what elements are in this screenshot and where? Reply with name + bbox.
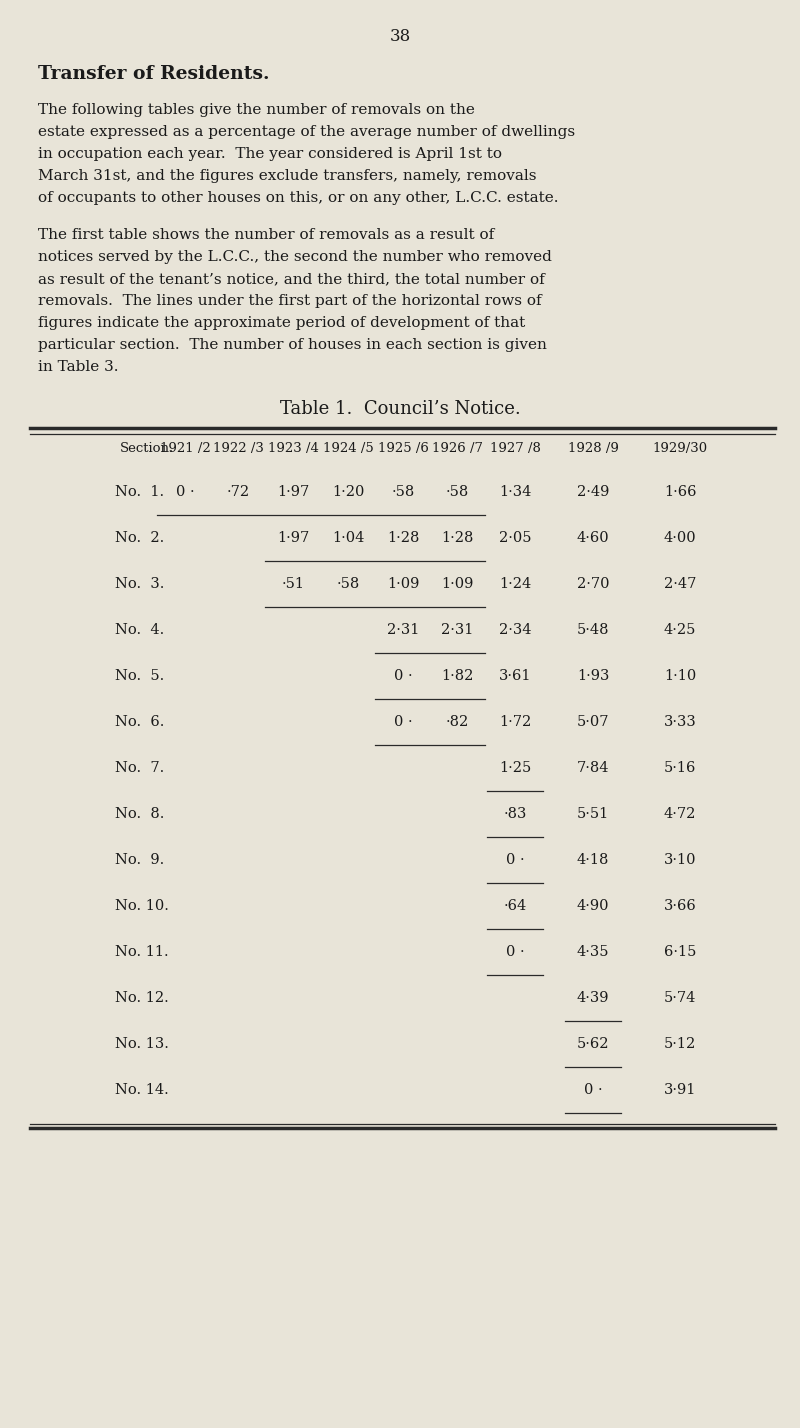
- Text: No.  4.: No. 4.: [115, 623, 164, 637]
- Text: 5·51: 5·51: [577, 807, 609, 821]
- Text: 1·09: 1·09: [387, 577, 419, 591]
- Text: 1·24: 1·24: [499, 577, 531, 591]
- Text: as result of the tenant’s notice, and the third, the total number of: as result of the tenant’s notice, and th…: [38, 271, 545, 286]
- Text: particular section.  The number of houses in each section is given: particular section. The number of houses…: [38, 338, 547, 351]
- Text: of occupants to other houses on this, or on any other, L.C.C. estate.: of occupants to other houses on this, or…: [38, 191, 558, 206]
- Text: 0 ·: 0 ·: [584, 1082, 602, 1097]
- Text: 2·70: 2·70: [577, 577, 610, 591]
- Text: ·64: ·64: [503, 900, 526, 912]
- Text: No. 12.: No. 12.: [115, 991, 169, 1005]
- Text: in Table 3.: in Table 3.: [38, 360, 118, 374]
- Text: 4·60: 4·60: [577, 531, 610, 545]
- Text: 1926 /7: 1926 /7: [431, 443, 482, 456]
- Text: 1925 /6: 1925 /6: [378, 443, 429, 456]
- Text: 1928 /9: 1928 /9: [567, 443, 618, 456]
- Text: 3·61: 3·61: [498, 668, 531, 683]
- Text: No.  1.: No. 1.: [115, 486, 164, 498]
- Text: 1·82: 1·82: [441, 668, 473, 683]
- Text: 0 ·: 0 ·: [506, 945, 524, 960]
- Text: 1·72: 1·72: [499, 715, 531, 730]
- Text: 1923 /4: 1923 /4: [267, 443, 318, 456]
- Text: Transfer of Residents.: Transfer of Residents.: [38, 66, 270, 83]
- Text: in occupation each year.  The year considered is April 1st to: in occupation each year. The year consid…: [38, 147, 502, 161]
- Text: 4·35: 4·35: [577, 945, 610, 960]
- Text: figures indicate the approximate period of development of that: figures indicate the approximate period …: [38, 316, 526, 330]
- Text: 1924 /5: 1924 /5: [322, 443, 374, 456]
- Text: Table 1.  Council’s Notice.: Table 1. Council’s Notice.: [280, 400, 520, 418]
- Text: 4·18: 4·18: [577, 853, 609, 867]
- Text: 0 ·: 0 ·: [176, 486, 194, 498]
- Text: 2·31: 2·31: [441, 623, 473, 637]
- Text: 38: 38: [390, 29, 410, 46]
- Text: 0 ·: 0 ·: [506, 853, 524, 867]
- Text: The first table shows the number of removals as a result of: The first table shows the number of remo…: [38, 228, 494, 241]
- Text: 4·90: 4·90: [577, 900, 610, 912]
- Text: 4·25: 4·25: [664, 623, 696, 637]
- Text: 7·84: 7·84: [577, 761, 610, 775]
- Text: ·51: ·51: [282, 577, 305, 591]
- Text: Section.: Section.: [120, 443, 174, 456]
- Text: No. 13.: No. 13.: [115, 1037, 169, 1051]
- Text: 1·28: 1·28: [387, 531, 419, 545]
- Text: No.  5.: No. 5.: [115, 668, 164, 683]
- Text: 3·33: 3·33: [664, 715, 696, 730]
- Text: 1·09: 1·09: [441, 577, 473, 591]
- Text: 1·25: 1·25: [499, 761, 531, 775]
- Text: 1·34: 1·34: [499, 486, 531, 498]
- Text: The following tables give the number of removals on the: The following tables give the number of …: [38, 103, 475, 117]
- Text: 1·97: 1·97: [277, 486, 309, 498]
- Text: No.  6.: No. 6.: [115, 715, 164, 730]
- Text: 1·10: 1·10: [664, 668, 696, 683]
- Text: ·72: ·72: [226, 486, 250, 498]
- Text: No.  9.: No. 9.: [115, 853, 164, 867]
- Text: No. 14.: No. 14.: [115, 1082, 169, 1097]
- Text: 5·62: 5·62: [577, 1037, 610, 1051]
- Text: 1929/30: 1929/30: [653, 443, 707, 456]
- Text: 1·93: 1·93: [577, 668, 609, 683]
- Text: No.  3.: No. 3.: [115, 577, 164, 591]
- Text: 0 ·: 0 ·: [394, 715, 412, 730]
- Text: 6·15: 6·15: [664, 945, 696, 960]
- Text: 2·34: 2·34: [498, 623, 531, 637]
- Text: 5·16: 5·16: [664, 761, 696, 775]
- Text: removals.  The lines under the first part of the horizontal rows of: removals. The lines under the first part…: [38, 294, 542, 308]
- Text: 3·66: 3·66: [664, 900, 696, 912]
- Text: 5·12: 5·12: [664, 1037, 696, 1051]
- Text: 4·39: 4·39: [577, 991, 610, 1005]
- Text: 2·47: 2·47: [664, 577, 696, 591]
- Text: 3·91: 3·91: [664, 1082, 696, 1097]
- Text: No.  2.: No. 2.: [115, 531, 164, 545]
- Text: 1·66: 1·66: [664, 486, 696, 498]
- Text: 2·31: 2·31: [387, 623, 419, 637]
- Text: 1922 /3: 1922 /3: [213, 443, 263, 456]
- Text: ·58: ·58: [391, 486, 414, 498]
- Text: 1921 /2: 1921 /2: [160, 443, 210, 456]
- Text: No.  8.: No. 8.: [115, 807, 164, 821]
- Text: 2·05: 2·05: [498, 531, 531, 545]
- Text: 4·00: 4·00: [664, 531, 696, 545]
- Text: 5·07: 5·07: [577, 715, 610, 730]
- Text: 1·28: 1·28: [441, 531, 473, 545]
- Text: No.  7.: No. 7.: [115, 761, 164, 775]
- Text: ·83: ·83: [503, 807, 526, 821]
- Text: ·82: ·82: [446, 715, 469, 730]
- Text: 2·49: 2·49: [577, 486, 609, 498]
- Text: 5·48: 5·48: [577, 623, 610, 637]
- Text: No. 11.: No. 11.: [115, 945, 169, 960]
- Text: 0 ·: 0 ·: [394, 668, 412, 683]
- Text: 3·10: 3·10: [664, 853, 696, 867]
- Text: No. 10.: No. 10.: [115, 900, 169, 912]
- Text: March 31st, and the figures exclude transfers, namely, removals: March 31st, and the figures exclude tran…: [38, 169, 537, 183]
- Text: ·58: ·58: [336, 577, 360, 591]
- Text: 1·97: 1·97: [277, 531, 309, 545]
- Text: 1·04: 1·04: [332, 531, 364, 545]
- Text: 4·72: 4·72: [664, 807, 696, 821]
- Text: notices served by the L.C.C., the second the number who removed: notices served by the L.C.C., the second…: [38, 250, 552, 264]
- Text: 1927 /8: 1927 /8: [490, 443, 541, 456]
- Text: 1·20: 1·20: [332, 486, 364, 498]
- Text: ·58: ·58: [446, 486, 469, 498]
- Text: estate expressed as a percentage of the average number of dwellings: estate expressed as a percentage of the …: [38, 126, 575, 139]
- Text: 5·74: 5·74: [664, 991, 696, 1005]
